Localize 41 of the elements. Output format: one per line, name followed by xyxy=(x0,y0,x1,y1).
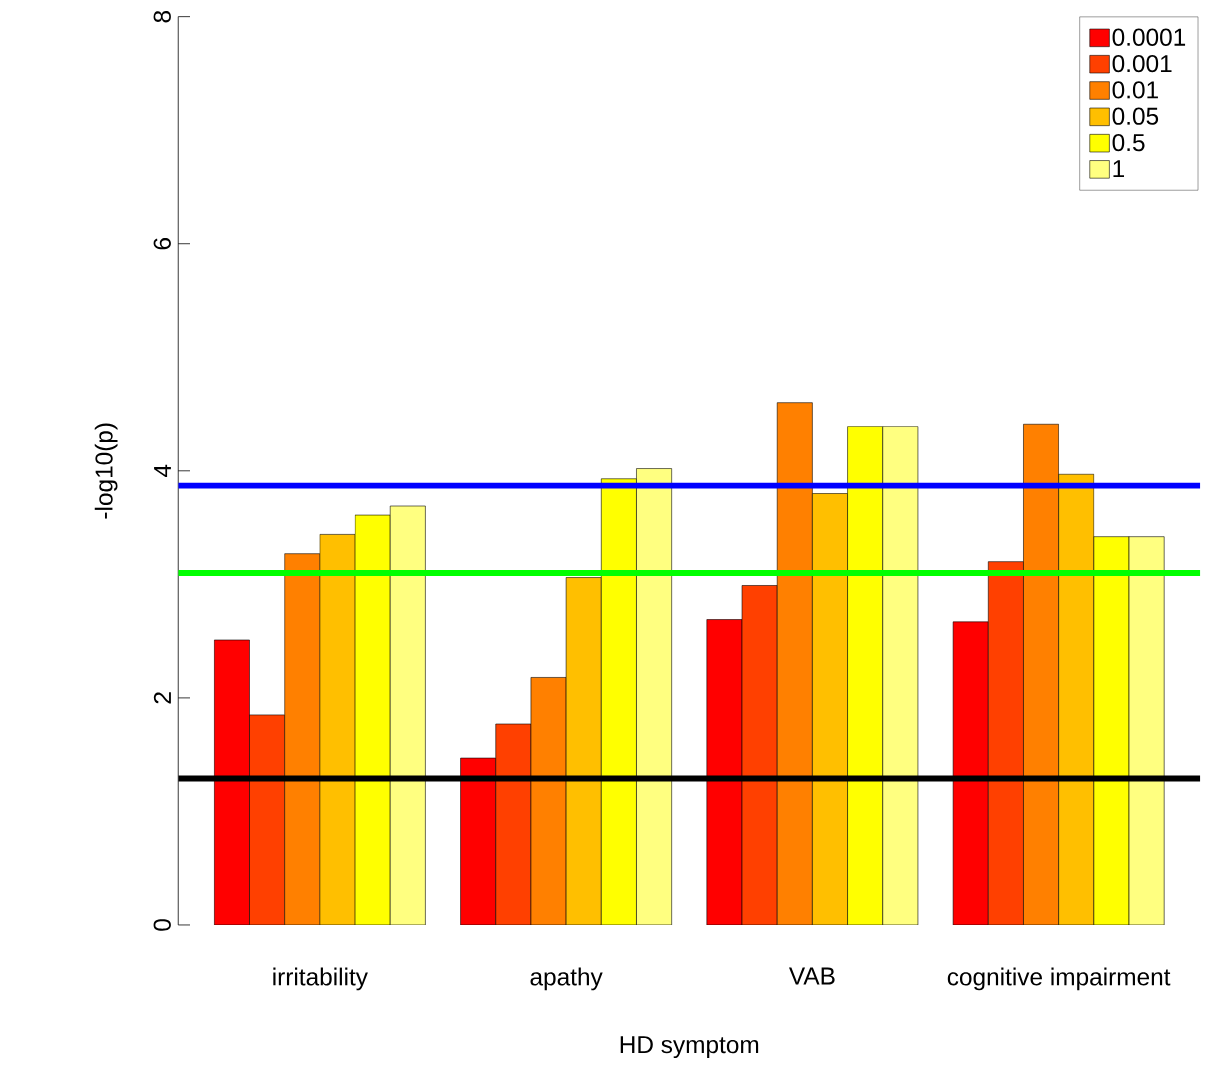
bar xyxy=(319,534,356,926)
bar xyxy=(777,402,813,926)
legend-label: 1 xyxy=(1113,160,1125,178)
legend-label: 0.05 xyxy=(1112,107,1159,125)
bar xyxy=(249,715,285,926)
bar xyxy=(706,619,743,926)
bar xyxy=(495,724,531,926)
bar xyxy=(742,585,778,926)
y-tick-label: 6 xyxy=(153,238,171,250)
legend-label: 0.0001 xyxy=(1112,28,1186,46)
bar xyxy=(987,561,1024,926)
bar xyxy=(355,515,391,926)
legend-label: 0.001 xyxy=(1112,55,1172,73)
bar xyxy=(214,640,250,926)
bar xyxy=(601,478,637,926)
x-axis-title: HD symptom xyxy=(620,1036,759,1059)
bar xyxy=(952,621,989,926)
y-tick-label: 8 xyxy=(153,11,171,23)
x-tick-label: irritability xyxy=(273,967,368,991)
x-tick-label: VAB xyxy=(788,967,835,985)
x-tick-label: cognitive impairment xyxy=(947,967,1171,991)
y-tick-label: 0 xyxy=(153,919,171,931)
bar xyxy=(882,426,918,926)
legend-label: 0.5 xyxy=(1112,133,1145,152)
bar xyxy=(847,426,883,926)
bar xyxy=(390,506,426,926)
bar xyxy=(1093,536,1130,926)
bar xyxy=(1128,536,1165,926)
x-tick-label: apathy xyxy=(530,967,603,991)
y-tick-label: 2 xyxy=(153,692,171,704)
bar xyxy=(284,553,320,926)
bar xyxy=(530,677,567,926)
bar xyxy=(460,758,496,926)
legend-label: 0.01 xyxy=(1112,81,1158,99)
bar xyxy=(1023,424,1059,926)
bar xyxy=(812,493,848,926)
y-axis-title: -log10(p) xyxy=(94,423,118,519)
y-tick-label: 4 xyxy=(154,464,171,478)
bar xyxy=(1058,473,1095,926)
bar xyxy=(636,468,672,926)
bar xyxy=(566,577,602,926)
